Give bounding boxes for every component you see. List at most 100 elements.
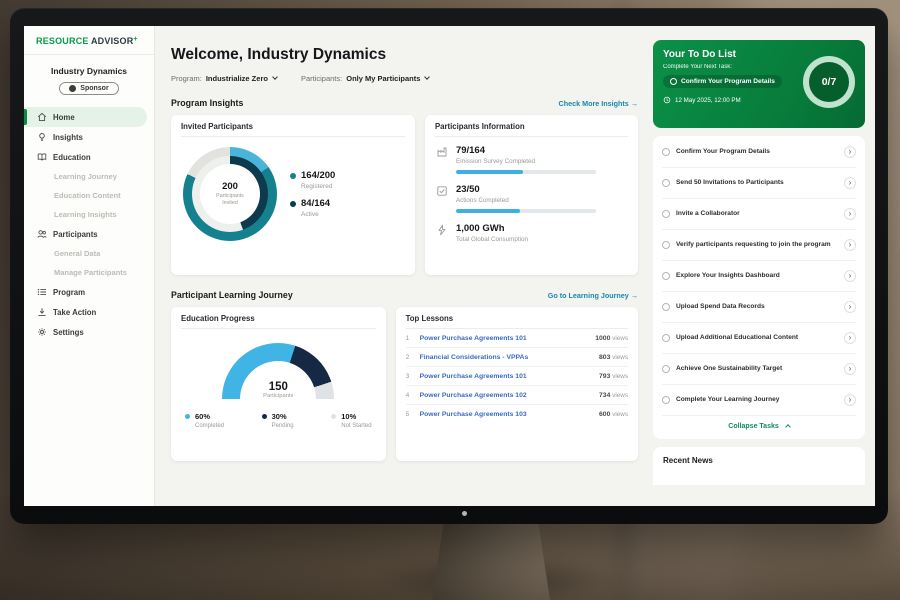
due-date-text: 12 May 2025, 12:00 PM (675, 96, 741, 104)
task-row-confirm-program[interactable]: Confirm Your Program Details › (662, 137, 856, 168)
org-name: Industry Dynamics (50, 66, 128, 76)
chevron-glyph: › (848, 271, 852, 280)
go-to-learning-journey-link[interactable]: Go to Learning Journey → (548, 291, 638, 300)
card-title: Participants Information (434, 122, 628, 137)
checkbox-icon[interactable] (662, 210, 670, 218)
lesson-link[interactable]: Power Purchase Agreements 101 (419, 334, 527, 342)
task-row-send-invitations[interactable]: Send 50 Invitations to Participants › (662, 168, 856, 199)
arrow-right-icon: → (630, 290, 638, 300)
lightbulb-icon (39, 133, 45, 142)
gauge-value: 150 (268, 381, 288, 393)
participants-filter[interactable]: Participants: Only My Participants (301, 74, 431, 83)
lesson-row: 3 Power Purchase Agreements 101 793 view… (405, 367, 628, 386)
legend-label: Pending (271, 423, 294, 429)
arrow-right-icon: → (630, 98, 638, 108)
sidebar-item-manage-participants[interactable]: Manage Participants (24, 263, 154, 282)
task-row-complete-learning-journey[interactable]: Complete Your Learning Journey › (662, 385, 856, 416)
checkbox-icon[interactable] (662, 365, 670, 373)
checkbox-icon[interactable] (662, 148, 670, 156)
home-icon (37, 112, 47, 122)
lesson-link[interactable]: Power Purchase Agreements 103 (419, 410, 527, 418)
sponsor-badge[interactable]: Sponsor (59, 82, 119, 95)
program-filter-label: Program: (171, 74, 202, 83)
task-label: Confirm Your Program Details (676, 147, 770, 155)
logo-resource: RESOURCE (36, 36, 89, 46)
lesson-link[interactable]: Power Purchase Agreements 102 (419, 391, 527, 399)
check-more-insights-link[interactable]: Check More Insights → (559, 99, 638, 108)
sidebar-item-home[interactable]: Home (24, 107, 147, 127)
monitor-bezel: RESOURCE ADVISOR+ Industry Dynamics Spon… (10, 8, 888, 524)
stat-label: Actions Completed (455, 197, 509, 204)
chevron-right-icon[interactable]: › (844, 332, 856, 344)
chevron-right-icon[interactable]: › (844, 394, 856, 406)
chevron-right-icon[interactable]: › (844, 363, 856, 375)
task-row-verify-participants[interactable]: Verify participants requesting to join t… (662, 230, 856, 261)
sidebar-item-education-content[interactable]: Education Content (24, 186, 154, 205)
task-row-achieve-target[interactable]: Achieve One Sustainability Target › (662, 354, 856, 385)
people-icon (37, 230, 47, 238)
chevron-right-icon[interactable]: › (844, 208, 856, 220)
lesson-views-word: views (612, 391, 628, 399)
stat-label: Emission Survey Completed (455, 158, 536, 165)
task-label: Verify participants requesting to join t… (676, 240, 831, 248)
sidebar-item-participants[interactable]: Participants (24, 224, 154, 244)
task-row-invite-collaborator[interactable]: Invite a Collaborator › (662, 199, 856, 230)
chevron-right-icon[interactable]: › (844, 270, 856, 282)
learning-cards-row: Education Progress 150 Participants (171, 307, 638, 461)
lesson-link[interactable]: Financial Considerations - VPPAs (419, 353, 529, 361)
checkbox-icon[interactable] (662, 272, 670, 280)
chevron-right-icon[interactable]: › (844, 146, 856, 158)
task-row-explore-insights[interactable]: Explore Your Insights Dashboard › (662, 261, 856, 292)
lesson-views-word: views (612, 334, 628, 342)
sidebar-item-program[interactable]: Program (24, 282, 154, 302)
chevron-right-icon[interactable]: › (844, 301, 856, 313)
card-title: Top Lessons (405, 314, 628, 329)
task-row-upload-educational-content[interactable]: Upload Additional Educational Content › (662, 323, 856, 354)
chevron-glyph: › (848, 178, 852, 187)
program-filter[interactable]: Program: Industrialize Zero (171, 74, 278, 83)
chevron-right-icon[interactable]: › (844, 239, 856, 251)
stat-value: 79/164 (455, 145, 485, 156)
legend-completed: 60% Completed (185, 412, 224, 429)
sidebar-item-insights[interactable]: Insights (24, 127, 154, 147)
sidebar-item-learning-journey[interactable]: Learning Journey (24, 167, 154, 186)
checkbox-icon[interactable] (662, 303, 670, 311)
checkbox-icon[interactable] (662, 179, 670, 187)
lesson-views-count: 600 (599, 410, 611, 418)
card-title: Invited Participants (181, 122, 405, 137)
stat-label: Total Global Consumption (455, 236, 529, 243)
sidebar-item-learning-insights[interactable]: Learning Insights (24, 205, 154, 224)
todo-hero-card: Your To Do List Complete Your Next Task:… (653, 40, 865, 128)
sidebar-item-general-data[interactable]: General Data (24, 244, 154, 263)
legend-label: Completed (195, 423, 225, 429)
task-label: Upload Spend Data Records (676, 302, 765, 310)
sidebar-item-label: Education (53, 152, 91, 162)
sidebar-item-take-action[interactable]: Take Action (24, 302, 154, 322)
lesson-link[interactable]: Power Purchase Agreements 101 (419, 372, 527, 380)
book-icon (37, 153, 47, 161)
checkbox-icon[interactable] (662, 396, 670, 404)
lesson-rank: 2 (405, 353, 410, 361)
chevron-right-icon[interactable]: › (844, 177, 856, 189)
power-led (462, 511, 467, 516)
link-label: Go to Learning Journey (547, 290, 629, 300)
legend-dot (290, 200, 296, 207)
participants-information-card: Participants Information 79/164 Emission… (424, 115, 638, 275)
donut-legend: 164/200 Registered 84/164 Active (290, 162, 335, 226)
sponsor-badge-label: Sponsor (80, 85, 109, 92)
chevron-glyph: › (848, 333, 852, 342)
participants-filter-value: Only My Participants (346, 74, 421, 83)
next-task-pill[interactable]: Confirm Your Program Details (663, 75, 782, 88)
sidebar-item-settings[interactable]: Settings (24, 322, 154, 342)
sidebar-item-education[interactable]: Education (24, 147, 154, 167)
top-lessons-card: Top Lessons 1 Power Purchase Agreements … (395, 307, 638, 461)
legend-value: 60% (195, 412, 211, 421)
legend-not-started: 10% Not Started (331, 412, 372, 429)
collapse-tasks-button[interactable]: Collapse Tasks (662, 416, 856, 438)
checkbox-icon[interactable] (662, 334, 670, 342)
task-row-upload-spend-data[interactable]: Upload Spend Data Records › (662, 292, 856, 323)
gauge-label: Participants (263, 393, 294, 399)
factory-icon (437, 147, 447, 157)
checkbox-icon[interactable] (662, 241, 670, 249)
card-title: Education Progress (181, 314, 376, 329)
